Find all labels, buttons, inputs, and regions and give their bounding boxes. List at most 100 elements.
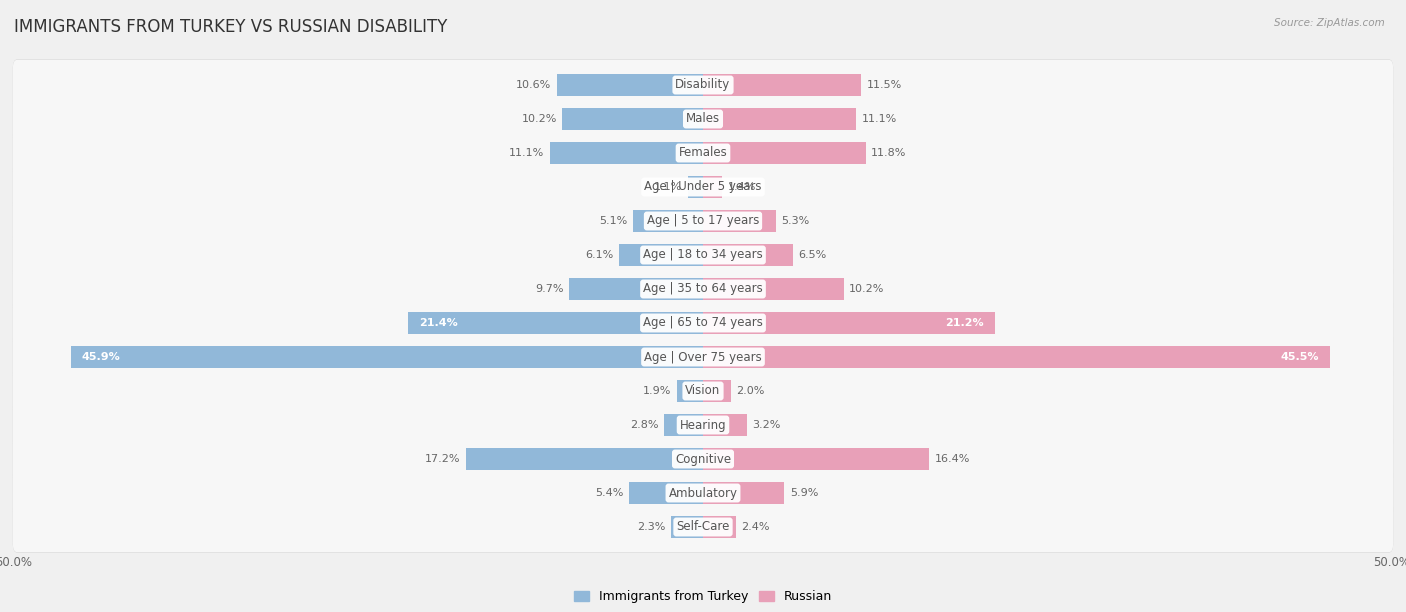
FancyBboxPatch shape bbox=[13, 332, 1393, 382]
Text: Self-Care: Self-Care bbox=[676, 520, 730, 534]
Bar bbox=[676, 381, 703, 401]
Text: 2.4%: 2.4% bbox=[741, 522, 770, 532]
Text: 1.4%: 1.4% bbox=[728, 182, 756, 192]
FancyBboxPatch shape bbox=[13, 128, 1393, 178]
FancyBboxPatch shape bbox=[13, 365, 1393, 417]
Text: 6.1%: 6.1% bbox=[585, 250, 613, 260]
Text: Age | 18 to 34 years: Age | 18 to 34 years bbox=[643, 248, 763, 261]
Text: 16.4%: 16.4% bbox=[935, 454, 970, 464]
Text: 11.1%: 11.1% bbox=[509, 148, 544, 158]
FancyBboxPatch shape bbox=[13, 94, 1393, 144]
Text: 10.2%: 10.2% bbox=[849, 284, 884, 294]
Bar bbox=[703, 313, 995, 334]
Text: 1.9%: 1.9% bbox=[643, 386, 671, 396]
FancyBboxPatch shape bbox=[13, 162, 1393, 212]
Bar bbox=[671, 517, 703, 537]
Bar bbox=[703, 211, 776, 231]
FancyBboxPatch shape bbox=[13, 400, 1393, 450]
Text: 11.1%: 11.1% bbox=[862, 114, 897, 124]
FancyBboxPatch shape bbox=[13, 196, 1393, 246]
Text: 5.9%: 5.9% bbox=[790, 488, 818, 498]
FancyBboxPatch shape bbox=[13, 468, 1393, 518]
Bar bbox=[703, 278, 844, 299]
FancyBboxPatch shape bbox=[13, 264, 1393, 315]
FancyBboxPatch shape bbox=[13, 127, 1393, 179]
Bar bbox=[703, 449, 929, 469]
Bar bbox=[569, 278, 703, 299]
FancyBboxPatch shape bbox=[13, 297, 1393, 348]
Bar bbox=[703, 108, 856, 130]
Text: 45.5%: 45.5% bbox=[1281, 352, 1319, 362]
Text: Vision: Vision bbox=[685, 384, 721, 398]
Text: 3.2%: 3.2% bbox=[752, 420, 780, 430]
FancyBboxPatch shape bbox=[13, 60, 1393, 110]
Text: Age | 35 to 64 years: Age | 35 to 64 years bbox=[643, 283, 763, 296]
FancyBboxPatch shape bbox=[13, 59, 1393, 111]
Text: 5.3%: 5.3% bbox=[782, 216, 810, 226]
Bar bbox=[703, 482, 785, 504]
Bar bbox=[408, 313, 703, 334]
Text: IMMIGRANTS FROM TURKEY VS RUSSIAN DISABILITY: IMMIGRANTS FROM TURKEY VS RUSSIAN DISABI… bbox=[14, 18, 447, 36]
Text: Disability: Disability bbox=[675, 78, 731, 92]
FancyBboxPatch shape bbox=[13, 501, 1393, 553]
Bar bbox=[633, 211, 703, 231]
FancyBboxPatch shape bbox=[13, 195, 1393, 247]
Text: 2.8%: 2.8% bbox=[630, 420, 659, 430]
Bar bbox=[628, 482, 703, 504]
FancyBboxPatch shape bbox=[13, 230, 1393, 280]
Bar bbox=[550, 143, 703, 163]
Text: 21.4%: 21.4% bbox=[419, 318, 458, 328]
FancyBboxPatch shape bbox=[13, 468, 1393, 518]
Text: Males: Males bbox=[686, 113, 720, 125]
Text: 10.6%: 10.6% bbox=[516, 80, 551, 90]
Text: 2.3%: 2.3% bbox=[637, 522, 666, 532]
Bar bbox=[703, 517, 737, 537]
Bar bbox=[688, 176, 703, 198]
FancyBboxPatch shape bbox=[13, 230, 1393, 280]
Text: 2.0%: 2.0% bbox=[737, 386, 765, 396]
Bar bbox=[465, 449, 703, 469]
FancyBboxPatch shape bbox=[13, 298, 1393, 348]
Bar bbox=[703, 75, 862, 95]
Text: 9.7%: 9.7% bbox=[536, 284, 564, 294]
Bar bbox=[557, 75, 703, 95]
FancyBboxPatch shape bbox=[13, 162, 1393, 212]
Text: 10.2%: 10.2% bbox=[522, 114, 557, 124]
Text: 5.1%: 5.1% bbox=[599, 216, 627, 226]
Text: 11.8%: 11.8% bbox=[872, 148, 907, 158]
Bar bbox=[562, 108, 703, 130]
Bar bbox=[703, 346, 1330, 368]
Bar bbox=[703, 143, 866, 163]
Bar bbox=[619, 244, 703, 266]
Bar bbox=[665, 414, 703, 436]
Text: Age | Over 75 years: Age | Over 75 years bbox=[644, 351, 762, 364]
Text: 5.4%: 5.4% bbox=[595, 488, 623, 498]
Bar bbox=[703, 381, 731, 401]
FancyBboxPatch shape bbox=[13, 366, 1393, 416]
FancyBboxPatch shape bbox=[13, 433, 1393, 485]
Bar bbox=[70, 346, 703, 368]
Text: 1.1%: 1.1% bbox=[654, 182, 682, 192]
Text: 17.2%: 17.2% bbox=[425, 454, 461, 464]
Text: Age | 5 to 17 years: Age | 5 to 17 years bbox=[647, 214, 759, 228]
Text: Ambulatory: Ambulatory bbox=[668, 487, 738, 499]
FancyBboxPatch shape bbox=[13, 94, 1393, 144]
Text: 6.5%: 6.5% bbox=[799, 250, 827, 260]
Text: 11.5%: 11.5% bbox=[868, 80, 903, 90]
Text: Age | Under 5 years: Age | Under 5 years bbox=[644, 181, 762, 193]
Text: Age | 65 to 74 years: Age | 65 to 74 years bbox=[643, 316, 763, 329]
FancyBboxPatch shape bbox=[13, 502, 1393, 552]
FancyBboxPatch shape bbox=[13, 434, 1393, 484]
FancyBboxPatch shape bbox=[13, 264, 1393, 314]
Bar bbox=[703, 414, 747, 436]
Text: Hearing: Hearing bbox=[679, 419, 727, 431]
Bar bbox=[703, 176, 723, 198]
Text: Cognitive: Cognitive bbox=[675, 452, 731, 466]
Legend: Immigrants from Turkey, Russian: Immigrants from Turkey, Russian bbox=[569, 585, 837, 608]
FancyBboxPatch shape bbox=[13, 400, 1393, 450]
Bar bbox=[703, 244, 793, 266]
Text: Source: ZipAtlas.com: Source: ZipAtlas.com bbox=[1274, 18, 1385, 28]
Text: 21.2%: 21.2% bbox=[945, 318, 984, 328]
Text: Females: Females bbox=[679, 146, 727, 160]
Text: 45.9%: 45.9% bbox=[82, 352, 121, 362]
